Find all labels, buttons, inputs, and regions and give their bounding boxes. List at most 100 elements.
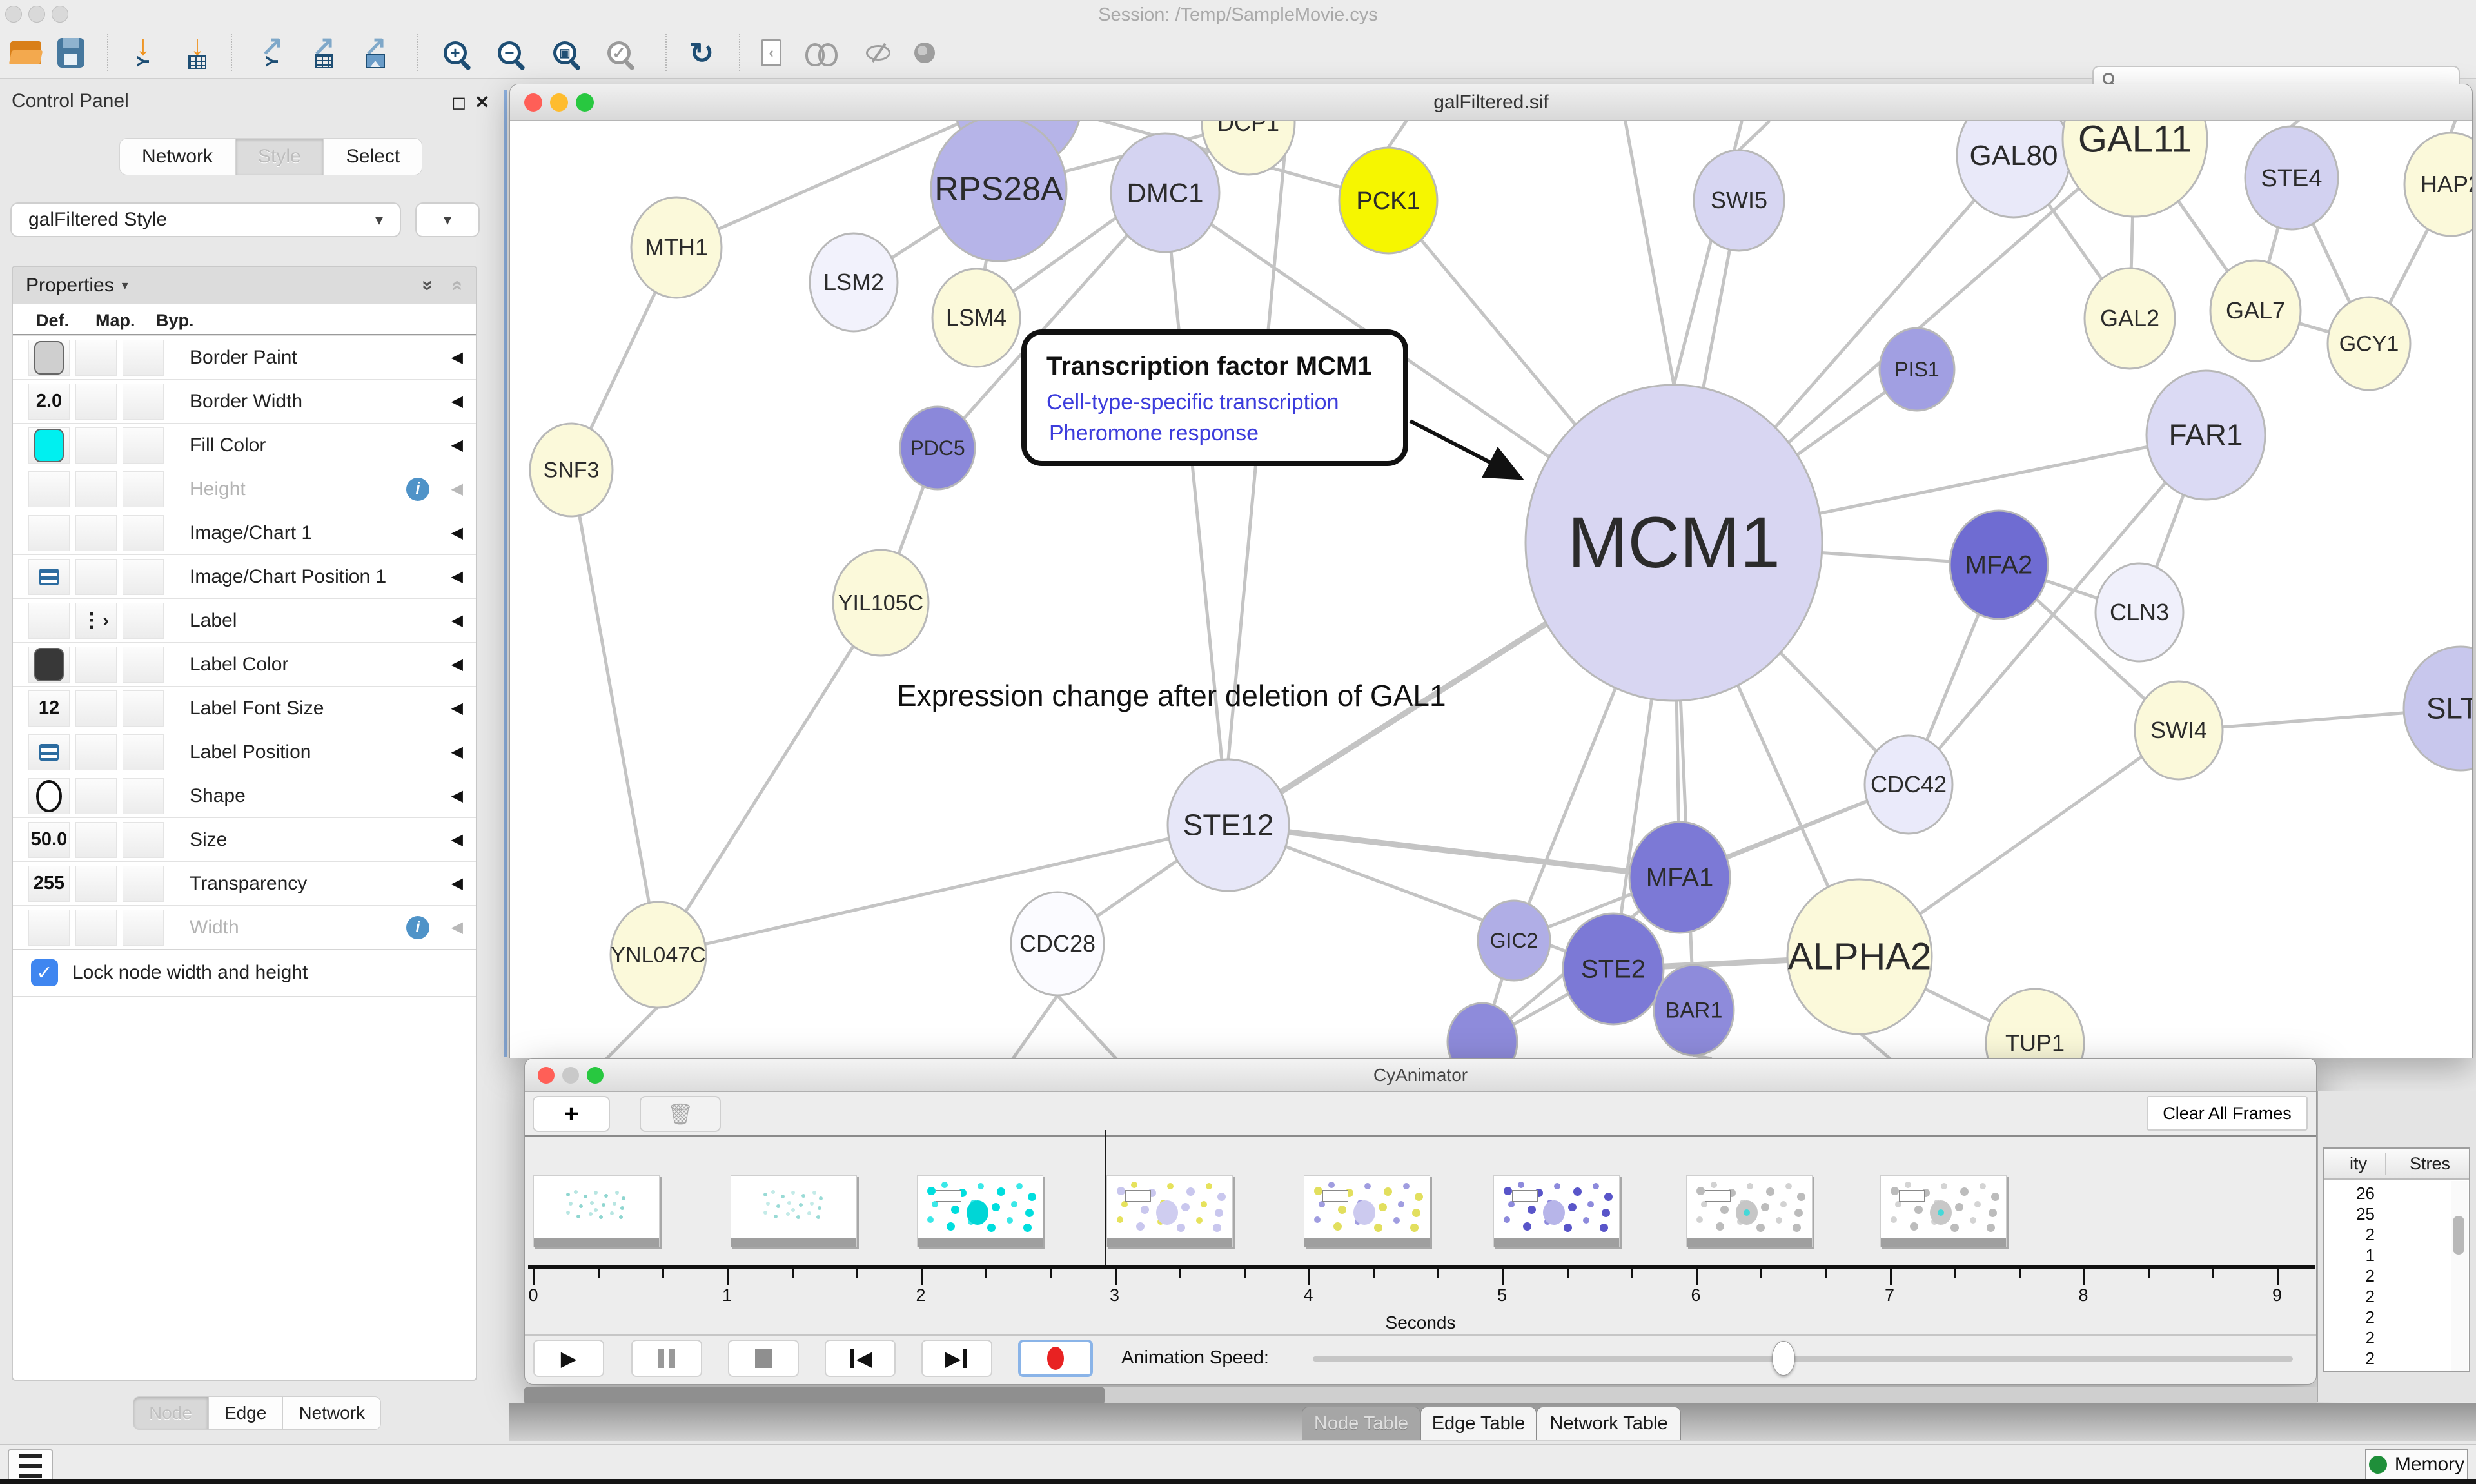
def-cell[interactable] bbox=[28, 734, 70, 770]
network-node-RPS28A[interactable] bbox=[930, 121, 1068, 262]
last-frame-button[interactable]: ▶ bbox=[921, 1340, 992, 1377]
property-row-height[interactable]: Height i ◀ bbox=[13, 467, 476, 511]
tab-network[interactable]: Network bbox=[119, 138, 236, 175]
network-node-YIL105C[interactable] bbox=[832, 549, 930, 657]
property-row-image-chart-1[interactable]: Image/Chart 1 ◀ bbox=[13, 511, 476, 554]
property-row-transparency[interactable]: 255 Transparency ◀ bbox=[13, 861, 476, 905]
frame-thumbnail-3[interactable] bbox=[1106, 1175, 1233, 1247]
network-node-PIS1[interactable] bbox=[1878, 327, 1956, 412]
network-node-HAP2[interactable] bbox=[2403, 132, 2472, 237]
table-header[interactable]: ity Stres bbox=[2324, 1149, 2469, 1180]
open-session-button[interactable] bbox=[6, 32, 45, 73]
expand-arrow-icon[interactable]: ◀ bbox=[451, 349, 463, 366]
import-table-button[interactable]: ↓ bbox=[178, 32, 217, 73]
style-options-button[interactable]: ▾ bbox=[415, 202, 480, 237]
network-node-TUP1[interactable] bbox=[1985, 988, 2085, 1058]
minimize-icon[interactable] bbox=[562, 1067, 579, 1084]
tab-edge-table[interactable]: Edge Table bbox=[1420, 1407, 1537, 1440]
memory-button[interactable]: Memory bbox=[2365, 1449, 2468, 1480]
map-cell[interactable] bbox=[75, 777, 117, 814]
def-cell[interactable] bbox=[28, 646, 70, 683]
network-node-LSM4[interactable] bbox=[931, 268, 1021, 368]
close-panel-icon[interactable]: ✕ bbox=[475, 92, 490, 112]
tab-select[interactable]: Select bbox=[323, 138, 423, 175]
map-cell[interactable] bbox=[75, 909, 117, 946]
table-vscrollbar-thumb[interactable] bbox=[2453, 1216, 2464, 1255]
close-icon[interactable] bbox=[538, 1067, 555, 1084]
properties-header[interactable]: Properties ▾ » » bbox=[13, 267, 476, 304]
network-window-titlebar[interactable]: galFiltered.sif bbox=[510, 84, 2472, 121]
byp-cell[interactable] bbox=[123, 777, 164, 814]
minimize-icon[interactable] bbox=[550, 93, 568, 112]
annotation-link[interactable]: Pheromone response bbox=[1049, 421, 1259, 445]
property-row-label-position[interactable]: Label Position ◀ bbox=[13, 730, 476, 774]
byp-cell[interactable] bbox=[123, 427, 164, 464]
table-hscrollbar-thumb[interactable] bbox=[524, 1387, 1105, 1404]
property-row-image-chart-position-1[interactable]: Image/Chart Position 1 ◀ bbox=[13, 554, 476, 598]
zoom-icon[interactable] bbox=[576, 93, 594, 112]
frame-thumbnail-2[interactable] bbox=[917, 1175, 1043, 1247]
byp-cell[interactable] bbox=[123, 734, 164, 770]
developer-panel-button[interactable] bbox=[8, 1449, 53, 1483]
network-node-PDC5[interactable] bbox=[899, 405, 976, 491]
collapse-all-icon[interactable]: » bbox=[445, 280, 467, 291]
property-row-label-color[interactable]: Label Color ◀ bbox=[13, 642, 476, 686]
tab-node-table[interactable]: Node Table bbox=[1302, 1407, 1420, 1440]
network-node-GCY1[interactable] bbox=[2326, 296, 2412, 391]
byp-cell[interactable] bbox=[123, 690, 164, 727]
network-node-PURP[interactable] bbox=[1446, 1002, 1518, 1058]
def-cell[interactable] bbox=[28, 427, 70, 464]
network-node-STE2[interactable] bbox=[1562, 912, 1665, 1026]
byp-cell[interactable] bbox=[123, 339, 164, 376]
property-row-border-width[interactable]: 2.0 Border Width ◀ bbox=[13, 379, 476, 423]
map-cell[interactable] bbox=[75, 471, 117, 507]
network-node-GAL11[interactable] bbox=[2061, 121, 2208, 218]
expand-arrow-icon[interactable]: ◀ bbox=[451, 568, 463, 585]
network-node-DMC1[interactable] bbox=[1110, 132, 1221, 253]
network-node-BAR1[interactable] bbox=[1653, 964, 1735, 1057]
network-node-SWI5[interactable] bbox=[1693, 149, 1785, 252]
map-cell[interactable] bbox=[75, 865, 117, 902]
hide-selected-button[interactable] bbox=[859, 32, 898, 73]
frame-thumbnail-7[interactable] bbox=[1880, 1175, 2007, 1247]
export-network-button[interactable]: ↗ Y bbox=[253, 32, 291, 73]
def-cell[interactable]: 255 bbox=[28, 865, 70, 902]
property-row-size[interactable]: 50.0 Size ◀ bbox=[13, 817, 476, 861]
find-button[interactable] bbox=[802, 32, 841, 73]
map-cell[interactable] bbox=[75, 690, 117, 727]
network-node-MFA2[interactable] bbox=[1949, 509, 2049, 620]
map-cell[interactable] bbox=[75, 558, 117, 595]
network-node-GAL7[interactable] bbox=[2209, 259, 2302, 362]
cyanimator-titlebar[interactable]: CyAnimator bbox=[525, 1059, 2316, 1092]
style-selector[interactable]: galFiltered Style ▾ bbox=[10, 202, 401, 237]
network-node-SWI4[interactable] bbox=[2134, 680, 2224, 781]
expand-arrow-icon[interactable]: ◀ bbox=[451, 393, 463, 410]
byp-cell[interactable] bbox=[123, 821, 164, 858]
network-node-SNF3[interactable] bbox=[529, 422, 614, 518]
map-cell[interactable] bbox=[75, 383, 117, 420]
network-node-MCM1[interactable] bbox=[1524, 384, 1823, 702]
timeline-ruler[interactable] bbox=[528, 1265, 2315, 1269]
network-node-ALPHA2[interactable] bbox=[1786, 878, 1933, 1035]
property-row-border-paint[interactable]: Border Paint ◀ bbox=[13, 335, 476, 379]
float-panel-icon[interactable]: ◻ bbox=[451, 92, 467, 112]
byp-cell[interactable] bbox=[123, 865, 164, 902]
close-icon[interactable] bbox=[524, 93, 542, 112]
panel-tab-network[interactable]: Network bbox=[282, 1396, 382, 1430]
def-cell[interactable] bbox=[28, 909, 70, 946]
map-cell[interactable] bbox=[75, 339, 117, 376]
network-node-MTH1[interactable] bbox=[630, 196, 723, 299]
expand-all-icon[interactable]: » bbox=[417, 280, 439, 291]
def-cell[interactable]: 12 bbox=[28, 690, 70, 727]
frame-thumbnail-0[interactable] bbox=[533, 1175, 660, 1247]
byp-cell[interactable] bbox=[123, 383, 164, 420]
column-stress[interactable]: Stres bbox=[2410, 1154, 2451, 1173]
panel-tab-edge[interactable]: Edge bbox=[208, 1396, 283, 1430]
timeline-playhead[interactable] bbox=[1105, 1130, 1106, 1265]
byp-cell[interactable] bbox=[123, 514, 164, 551]
map-cell[interactable] bbox=[75, 646, 117, 683]
network-node-GIC2[interactable] bbox=[1477, 899, 1551, 982]
network-node-MFA1[interactable] bbox=[1628, 821, 1731, 934]
byp-cell[interactable] bbox=[123, 646, 164, 683]
expand-arrow-icon[interactable]: ◀ bbox=[451, 480, 463, 498]
